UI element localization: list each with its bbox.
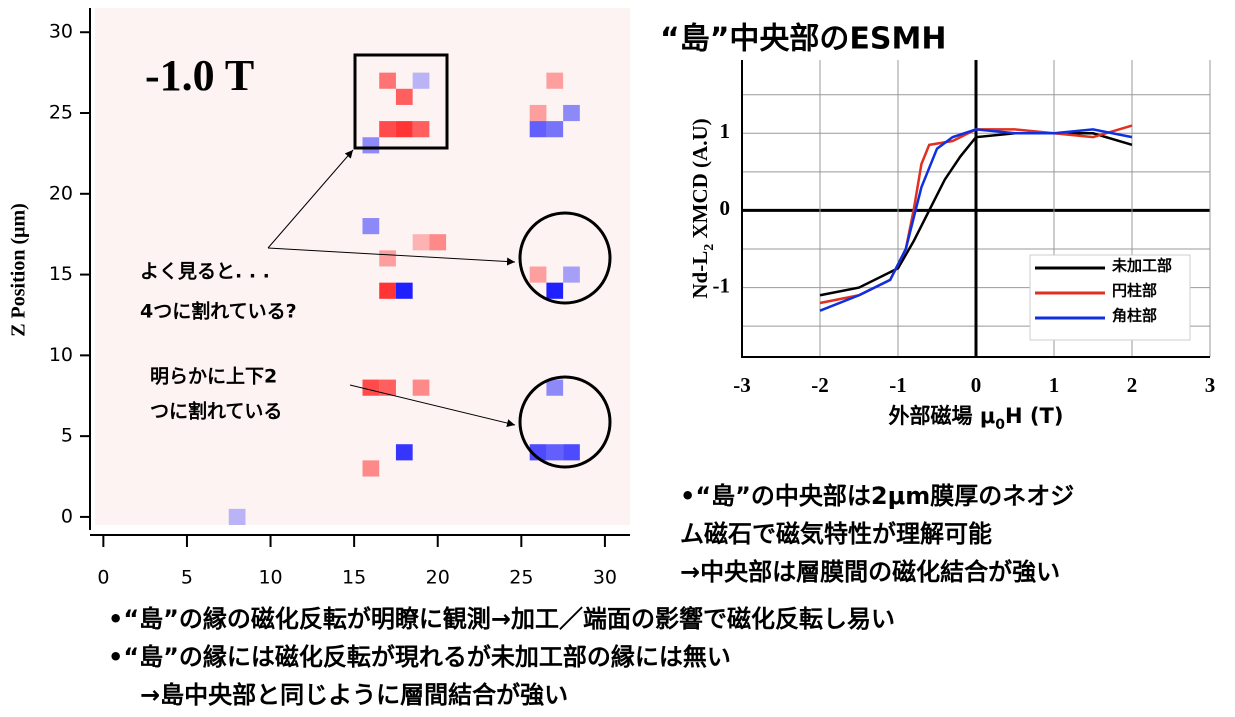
heatmap-cell (563, 267, 580, 283)
heatmap-cell (396, 444, 413, 460)
heatmap-cell (379, 283, 396, 299)
annotation: つに割れている (150, 400, 282, 423)
heatmap-cell (546, 73, 563, 89)
heatmap-cell (546, 380, 563, 396)
y-tick-label: 5 (61, 425, 73, 447)
x-axis-label: 外部磁場 μ0H (T) (889, 404, 1064, 433)
x-tick-label: 30 (593, 567, 617, 589)
heatmap-cell (379, 121, 396, 137)
heatmap-cell (396, 121, 413, 137)
heatmap-cell (413, 234, 430, 250)
x-tick-label: 10 (258, 567, 282, 589)
x-tick-label: 0 (971, 373, 982, 397)
x-tick-label: 1 (1049, 373, 1060, 397)
heatmap-cell (530, 267, 547, 283)
x-tick-label: -3 (733, 373, 751, 397)
heatmap-cell (379, 73, 396, 89)
label-part: H (T) (1005, 404, 1063, 428)
y-axis-label: Z Position (μm) (8, 203, 30, 337)
heatmap-cell (546, 444, 563, 460)
x-tick-label: 3 (1205, 373, 1216, 397)
legend-label: 円柱部 (1112, 282, 1157, 300)
heatmap-cell (363, 137, 380, 153)
x-tick-label: -2 (811, 373, 829, 397)
heatmap-cell (563, 444, 580, 460)
note: ム磁石で磁気特性が理解可能 (680, 520, 992, 548)
x-tick-label: 20 (426, 567, 450, 589)
chart-title: “島”中央部のESMH (660, 22, 947, 57)
x-tick-label: 0 (97, 567, 109, 589)
x-tick-label: -1 (889, 373, 907, 397)
heatmap-cell (363, 380, 380, 396)
label-part: XMCD (A.U) (688, 118, 712, 243)
slide: 051015202530051015202530 -1.0 T よく見ると. .… (0, 0, 1235, 717)
heatmap-cell (546, 121, 563, 137)
heatmap-cell (363, 218, 380, 234)
heatmap-cell (396, 283, 413, 299)
y-axis-label: Nd-L2 XMCD (A.U) (688, 118, 717, 298)
y-tick-label: -1 (713, 273, 731, 297)
y-tick-label: 0 (61, 505, 73, 527)
heatmap-cell (413, 121, 430, 137)
heatmap-cell (563, 105, 580, 121)
heatmap-cell (546, 283, 563, 299)
heatmap-cell (379, 380, 396, 396)
annotation: 4つに割れている? (140, 300, 297, 323)
annotation: よく見ると. . . (140, 261, 270, 283)
label-part: Nd-L (688, 251, 712, 299)
heatmap-cell (363, 460, 380, 476)
heatmap-cell (429, 234, 446, 250)
legend-label: 未加工部 (1111, 257, 1172, 275)
legend-label: 角柱部 (1112, 307, 1157, 325)
y-tick-label: 30 (49, 21, 73, 43)
heatmap-cell (413, 380, 430, 396)
heatmap-cell (229, 509, 246, 525)
y-tick-label: 0 (720, 196, 731, 220)
note: →中央部は層膜間の磁化結合が強い (680, 558, 1060, 586)
y-tick-label: 15 (49, 263, 73, 285)
heatmap-cell (396, 89, 413, 105)
heatmap-cell (530, 105, 547, 121)
heatmap-cell (530, 121, 547, 137)
y-tick-label: 1 (720, 119, 731, 143)
x-tick-label: 2 (1127, 373, 1138, 397)
heatmap-cell (379, 250, 396, 266)
x-tick-label: 5 (181, 567, 193, 589)
annotation: 明らかに上下2 (150, 366, 277, 388)
x-tick-label: 25 (509, 567, 533, 589)
y-tick-label: 20 (49, 182, 73, 204)
annotation: -1.0 T (145, 51, 254, 100)
note: →島中央部と同じように層間結合が強い (140, 681, 568, 709)
y-tick-label: 10 (49, 344, 73, 366)
label-part: 0 (995, 417, 1005, 433)
x-tick-label: 15 (342, 567, 366, 589)
note: •“島”の縁には磁化反転が現れるが未加工部の縁には無い (108, 643, 731, 671)
heatmap-cell (413, 73, 430, 89)
note: •“島”の縁の磁化反転が明瞭に観測→加工／端面の影響で磁化反転し易い (108, 605, 895, 633)
y-tick-label: 25 (49, 102, 73, 124)
label-part: 外部磁場 μ (889, 404, 996, 428)
label-part: 2 (702, 244, 717, 251)
note: •“島”の中央部は2μm膜厚のネオジ (680, 482, 1074, 510)
